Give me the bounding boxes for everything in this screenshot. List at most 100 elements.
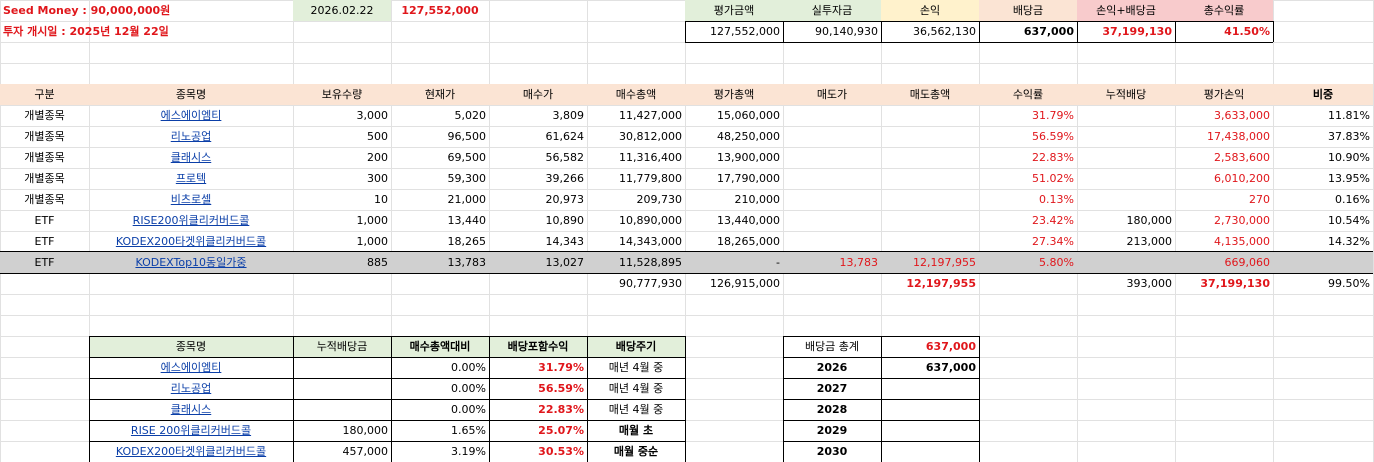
dividend-cell[interactable]: [293, 357, 391, 378]
table-cell[interactable]: 13,783: [447, 256, 487, 269]
table-cell[interactable]: [783, 147, 881, 168]
table-cell[interactable]: ETF: [34, 235, 55, 248]
table-cell[interactable]: 22.83%: [1032, 151, 1074, 164]
table-cell[interactable]: 11,316,400: [619, 151, 682, 164]
dividend-cell[interactable]: 25.07%: [538, 424, 584, 437]
table-cell[interactable]: 14.32%: [1328, 235, 1370, 248]
stock-name-link[interactable]: KODEXTop10동일가중: [135, 256, 247, 269]
table-cell[interactable]: [881, 126, 979, 147]
table-cell[interactable]: 13,900,000: [717, 151, 780, 164]
table-cell[interactable]: 2,730,000: [1214, 214, 1270, 227]
dividend-stock-link[interactable]: KODEX200타겟위클리커버드콜: [115, 445, 267, 458]
yearly-amount[interactable]: [881, 441, 979, 462]
table-cell[interactable]: [783, 126, 881, 147]
table-cell[interactable]: [881, 231, 979, 252]
table-cell[interactable]: 0.16%: [1335, 193, 1370, 206]
table-cell[interactable]: 13,440,000: [717, 214, 780, 227]
table-cell[interactable]: 13,440: [447, 214, 487, 227]
table-cell[interactable]: 17,438,000: [1207, 130, 1270, 143]
table-cell[interactable]: 10: [374, 193, 388, 206]
table-cell[interactable]: 180,000: [1126, 214, 1173, 227]
table-cell[interactable]: 669,060: [1224, 256, 1271, 269]
dividend-stock-link[interactable]: 리노공업: [170, 382, 212, 395]
dividend-cell[interactable]: 0.00%: [451, 382, 486, 395]
dividend-cell[interactable]: 0.00%: [451, 361, 486, 374]
table-cell[interactable]: 48,250,000: [717, 130, 780, 143]
table-cell[interactable]: 200: [367, 151, 388, 164]
table-cell[interactable]: [1273, 252, 1373, 273]
table-cell[interactable]: 11,528,895: [619, 256, 682, 269]
table-cell[interactable]: 개별종목: [24, 109, 65, 122]
table-cell[interactable]: 13.95%: [1328, 172, 1370, 185]
table-cell[interactable]: [881, 168, 979, 189]
date-cell[interactable]: 2026.02.22: [293, 0, 391, 21]
table-cell[interactable]: 1,000: [356, 214, 389, 227]
table-cell[interactable]: 5,020: [454, 109, 487, 122]
top-total-value[interactable]: 127,552,000: [401, 4, 479, 17]
table-cell[interactable]: 13,783: [839, 256, 879, 269]
summary-value[interactable]: 90,140,930: [815, 25, 878, 38]
table-cell[interactable]: 270: [1249, 193, 1270, 206]
dividend-cell[interactable]: 매월 중순: [613, 445, 659, 458]
table-cell[interactable]: ETF: [34, 214, 55, 227]
table-cell[interactable]: 18,265,000: [717, 235, 780, 248]
dividend-cell[interactable]: 매년 4월 중: [608, 403, 664, 416]
table-cell[interactable]: 12,197,955: [913, 256, 976, 269]
yearly-year[interactable]: 2027: [816, 382, 848, 395]
dividend-cell[interactable]: 0.00%: [451, 403, 486, 416]
table-cell[interactable]: 61,624: [545, 130, 585, 143]
table-row[interactable]: [0, 252, 1373, 273]
summary-value[interactable]: 41.50%: [1224, 25, 1270, 38]
stock-name-link[interactable]: KODEX200타겟위클리커버드콜: [115, 235, 267, 248]
table-cell[interactable]: 1,000: [356, 235, 389, 248]
table-cell[interactable]: 17,790,000: [717, 172, 780, 185]
table-cell[interactable]: [783, 231, 881, 252]
table-cell[interactable]: 5.80%: [1039, 256, 1074, 269]
table-cell[interactable]: 56,582: [545, 151, 585, 164]
table-cell[interactable]: [881, 147, 979, 168]
table-cell[interactable]: 10,890: [545, 214, 585, 227]
yearly-year[interactable]: 2029: [816, 424, 848, 437]
dividend-stock-link[interactable]: RISE 200위클리커버드콜: [130, 424, 252, 437]
summary-value[interactable]: 637,000: [1023, 25, 1074, 38]
table-cell[interactable]: 37.83%: [1328, 130, 1370, 143]
table-cell[interactable]: [1077, 105, 1175, 126]
table-cell[interactable]: 4,135,000: [1214, 235, 1270, 248]
table-cell[interactable]: 11.81%: [1328, 109, 1370, 122]
table-cell[interactable]: 개별종목: [24, 151, 65, 164]
table-cell[interactable]: 39,266: [545, 172, 585, 185]
table-cell[interactable]: [783, 189, 881, 210]
table-cell[interactable]: 20,973: [545, 193, 585, 206]
table-cell[interactable]: 500: [367, 130, 388, 143]
table-cell[interactable]: [1077, 168, 1175, 189]
yearly-amount[interactable]: [881, 378, 979, 399]
table-cell[interactable]: 27.34%: [1032, 235, 1074, 248]
dividend-cell[interactable]: 22.83%: [538, 403, 584, 416]
dividend-stock-link[interactable]: 에스에이엠티: [160, 361, 222, 374]
stock-name-link[interactable]: 리노공업: [170, 130, 212, 143]
table-cell[interactable]: 2,583,600: [1214, 151, 1270, 164]
table-cell[interactable]: 3,000: [356, 109, 389, 122]
table-cell[interactable]: 56.59%: [1032, 130, 1074, 143]
table-cell[interactable]: 3,633,000: [1214, 109, 1270, 122]
table-cell[interactable]: 30,812,000: [619, 130, 682, 143]
table-cell[interactable]: 21,000: [447, 193, 487, 206]
yearly-amount[interactable]: [881, 420, 979, 441]
table-cell[interactable]: [1077, 126, 1175, 147]
dividend-stock-link[interactable]: 클래시스: [170, 403, 212, 416]
table-cell[interactable]: 개별종목: [24, 172, 65, 185]
table-cell[interactable]: [881, 189, 979, 210]
table-cell[interactable]: 300: [367, 172, 388, 185]
table-cell[interactable]: 10.90%: [1328, 151, 1370, 164]
table-cell[interactable]: 10,890,000: [619, 214, 682, 227]
table-cell[interactable]: [783, 105, 881, 126]
yearly-amount[interactable]: 637,000: [925, 361, 976, 374]
table-cell[interactable]: 10.54%: [1328, 214, 1370, 227]
table-cell[interactable]: 18,265: [447, 235, 487, 248]
stock-name-link[interactable]: 에스에이엠티: [160, 109, 222, 122]
stock-name-link[interactable]: 프로텍: [175, 172, 207, 185]
dividend-cell[interactable]: 30.53%: [538, 445, 584, 458]
table-cell[interactable]: 210,000: [734, 193, 781, 206]
summary-value[interactable]: 37,199,130: [1102, 25, 1172, 38]
